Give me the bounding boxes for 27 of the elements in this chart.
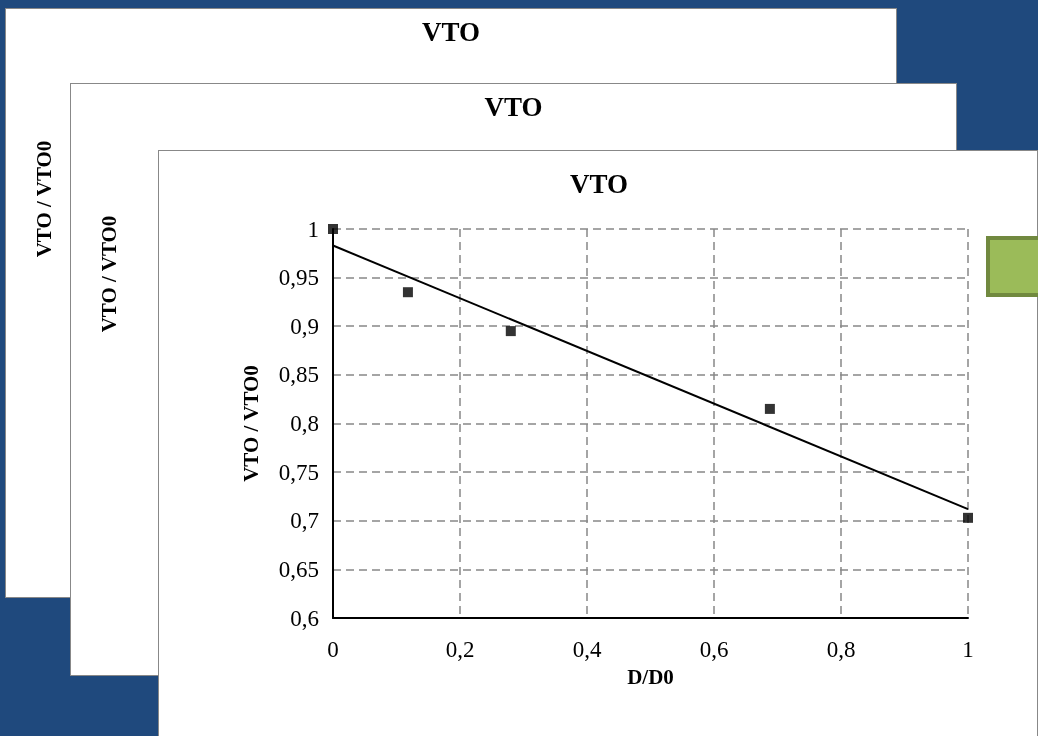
y-tick-label: 0,65: [278, 556, 319, 582]
text: VTO / VTO0: [96, 215, 122, 333]
y-tick-label: 0,9: [290, 313, 319, 339]
point: [328, 224, 338, 234]
x-tick-label: 0,8: [826, 637, 856, 662]
y-tick-label: 0,85: [278, 362, 319, 388]
x-axis-title: D/D0: [627, 664, 674, 689]
y-tick-label: 0,95: [278, 265, 319, 291]
y-tick-label: 1: [307, 216, 319, 242]
point: [402, 287, 413, 298]
text: VTO: [421, 17, 481, 48]
y-tick-label: 0,75: [278, 459, 319, 485]
x-tick-label: 0,6: [699, 637, 729, 662]
point: [505, 326, 516, 337]
x-tick-label: 0,4: [572, 637, 602, 662]
point: [764, 403, 775, 414]
x-tick-label: 0,2: [445, 637, 475, 662]
text: VTO: [483, 92, 544, 123]
x-tick-label: 1: [962, 637, 974, 662]
x-tick-label: 0: [327, 637, 339, 662]
y-tick-label: 0,6: [290, 605, 319, 631]
y-tick-label: 0,8: [290, 411, 319, 436]
y-axis-title: VTO / VTO0: [238, 365, 263, 482]
chart-title: VTO: [569, 168, 629, 199]
text: VTO / VTO0: [31, 140, 57, 258]
y-tick-label: 0,7: [290, 508, 319, 534]
point: [963, 512, 973, 523]
